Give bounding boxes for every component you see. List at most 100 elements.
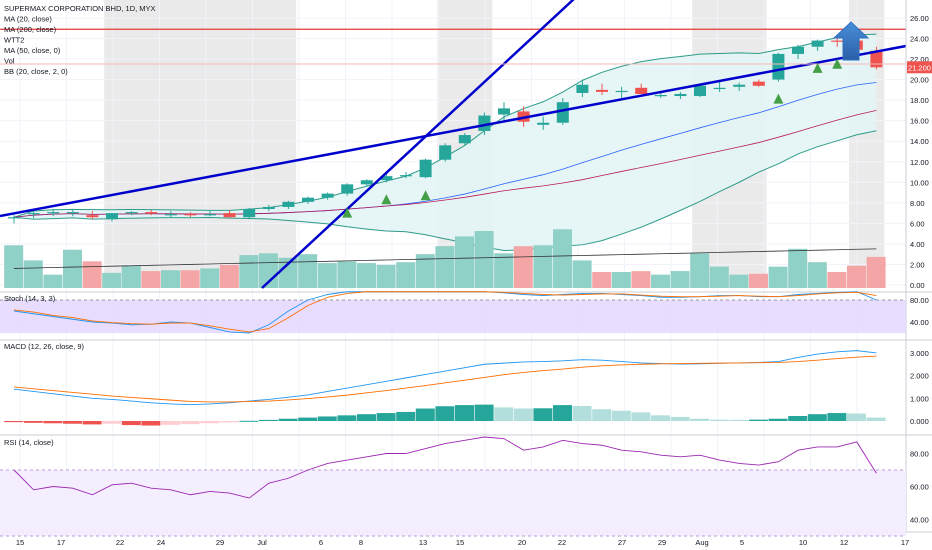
macd-tick-label: 1.000 [910,394,929,403]
candle-body [596,89,608,92]
macd-histogram-bar [788,416,808,421]
macd-histogram-bar [219,421,239,423]
macd-histogram-bar [729,419,749,421]
volume-bar [415,254,435,288]
rsi-band [0,470,906,536]
macd-histogram-bar [553,405,572,421]
macd-line [13,350,877,406]
buy-signal-marker [381,194,392,205]
date-tick-label: 29 [658,538,666,547]
volume-bar [180,270,200,288]
date-tick-label: 15 [456,538,464,547]
candle-body [184,214,197,216]
stoch-tick-label: 80.00 [910,296,929,305]
price-tick-label: 18.00 [910,96,929,105]
candle-body [125,212,138,214]
volume-bar [533,245,553,288]
candle-body [400,175,412,177]
rsi-tick-label: 40.00 [910,516,929,525]
volume-bar [866,256,886,288]
support-trendline [0,44,907,218]
macd-tick-label: 3.000 [910,349,929,358]
candle-body [772,53,785,80]
candle-body [713,87,726,90]
volume-bar [455,236,474,288]
legend: SUPERMAX CORPORATION BHD, 1D, MYX MA (20… [4,4,156,76]
volume-bar [670,271,690,288]
candle-body [66,212,79,214]
candle-body [694,85,706,97]
date-tick-label: 17 [901,538,909,547]
candle-body [458,135,471,144]
stoch-title[interactable]: Stoch (14, 3, 3) [4,294,56,303]
price-tick-label: 10.00 [910,178,929,187]
current-price-tag [907,61,932,74]
macd-histogram-bar [357,414,376,421]
price-tick-label: 0.00 [910,281,925,290]
date-tick-label: 8 [359,538,363,547]
macd-histogram-bar [768,418,788,421]
candle-body [654,95,667,97]
volume-bar [317,263,337,288]
candle-body [870,50,883,68]
indicator-wtt2[interactable]: WTT2 [4,36,24,45]
candle-body [576,84,589,93]
candle-body [733,84,746,87]
macd-histogram-bar [396,411,416,421]
signal-markers [342,58,843,218]
candle-body [86,215,99,218]
indicator-volume[interactable]: Vol [4,57,15,66]
rsi-tick-label: 60.00 [910,483,929,492]
candle-body [556,102,569,123]
candle-body [282,201,295,207]
date-tick-label: 15 [16,538,24,547]
volume-bar [847,265,866,288]
macd-histogram-bar [807,414,827,421]
macd-histogram-bar [376,413,396,421]
volume-bar [592,271,612,288]
candle-body [439,145,452,160]
indicator-bb[interactable]: BB (20, close, 2, 0) [4,67,68,76]
macd-histogram-bar [670,416,690,421]
date-tick-label: 22 [558,538,566,547]
candle-body [204,214,216,216]
drawings[interactable] [0,0,907,289]
current-price-label: 21.200 [908,63,931,72]
macd-title[interactable]: MACD (12, 26, close, 9) [4,342,85,351]
macd-histogram-bar [415,408,435,421]
volume-bar [807,262,827,288]
macd-histogram-bar [298,417,318,421]
macd-histogram-bar [200,421,220,424]
volume-bar [749,273,768,288]
candle-body [27,213,40,215]
time-axis[interactable]: 15 17 22 24 29 Jul 6 8 13 15 20 22 27 29 Aug 5 10 12 17 [16,538,909,547]
macd-histogram-bar [513,408,533,421]
macd-line [13,355,877,403]
stochastic-pane[interactable] [0,291,906,334]
volume-bar [219,264,239,288]
candle-body [223,213,236,218]
macd-histogram-bar [533,408,553,421]
volume-bar [63,249,82,288]
candle-body [321,193,334,198]
volume-bar [513,246,533,288]
price-axis[interactable]: 26.00 24.00 22.00 20.00 18.00 16.00 14.00 12.00… [907,14,932,525]
rsi-pane[interactable] [0,436,906,537]
indicator-ma200[interactable]: MA (200, close) [4,25,57,34]
macd-histogram-bar [827,413,847,421]
volume-bar [298,254,318,288]
candle-body [831,40,844,42]
macd-histogram-bar [866,417,886,421]
ma50-line [13,110,877,218]
buy-signal-marker [812,62,823,73]
volume-bar [572,260,592,288]
macd-histogram-bar [4,421,24,423]
macd-pane[interactable] [4,350,886,426]
indicator-ma50[interactable]: MA (50, close, 0) [4,46,61,55]
indicator-ma20[interactable]: MA (20, close) [4,15,52,24]
volume-bar [43,274,63,288]
volume-bar [611,271,631,288]
rsi-title[interactable]: RSI (14, close) [4,438,54,447]
volume-bar [553,229,572,288]
